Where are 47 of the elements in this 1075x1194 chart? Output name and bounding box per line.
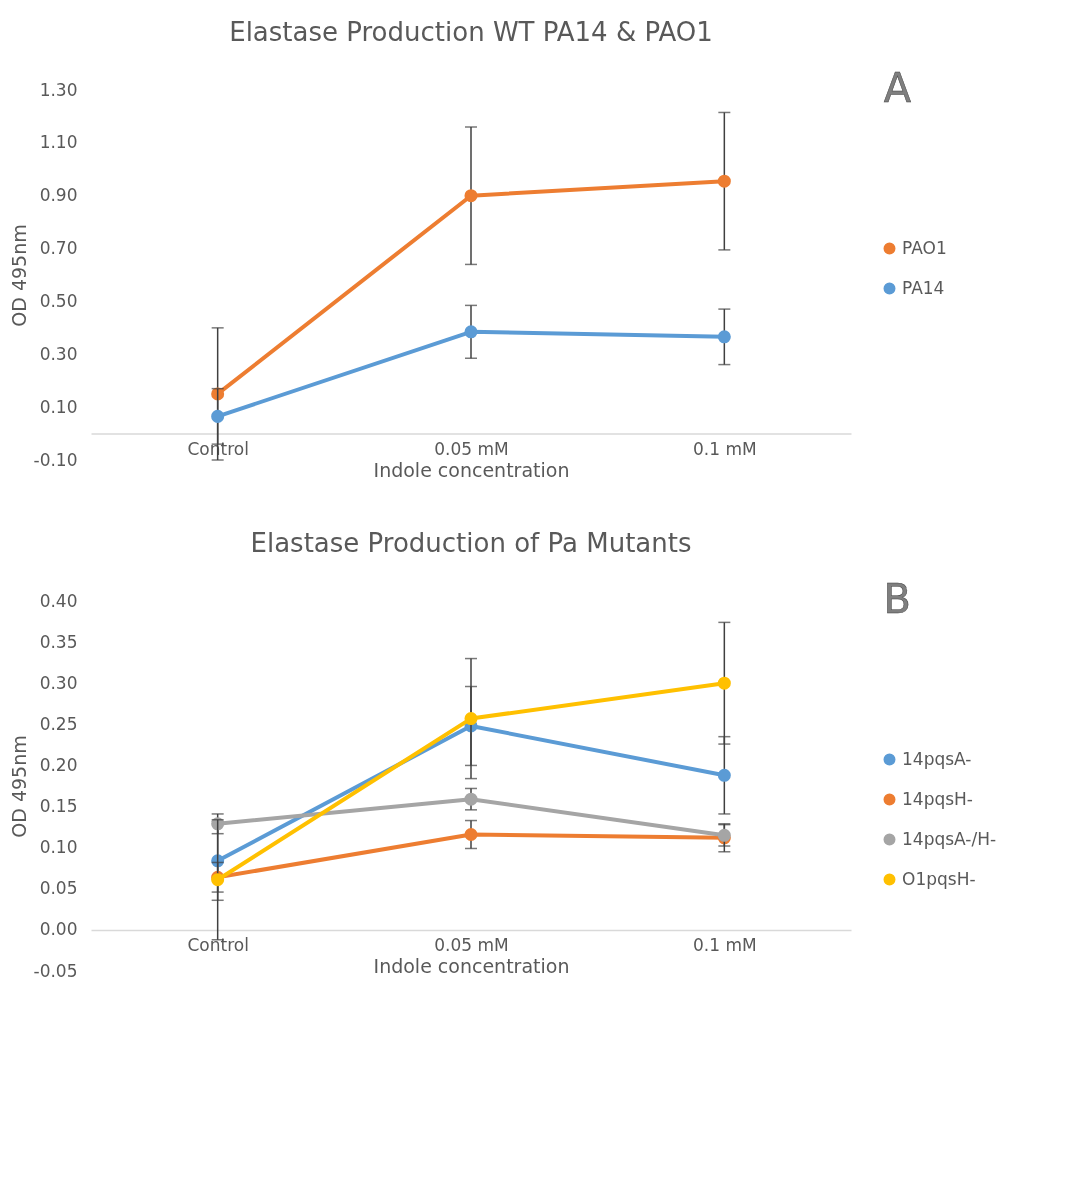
- x-tick-label: 0.1 mM: [693, 439, 757, 460]
- y-tick-label: 0.35: [39, 631, 78, 652]
- y-tick-label: 0.05: [39, 878, 78, 899]
- x-tick-label: 0.05 mM: [434, 935, 509, 956]
- y-tick-label: 0.90: [39, 185, 78, 206]
- point: [464, 189, 478, 203]
- y-tick-label: 0.30: [39, 343, 78, 364]
- point: [464, 325, 478, 339]
- text: A: [883, 65, 912, 111]
- x-tick-label: 0.1 mM: [693, 935, 757, 956]
- y-tick-label: -0.05: [33, 960, 78, 981]
- point: [464, 828, 478, 842]
- point: [717, 330, 731, 344]
- y-tick-label: 0.15: [39, 796, 78, 817]
- y-tick-label: 0.30: [39, 672, 78, 693]
- legend-label: PA14: [902, 277, 945, 298]
- y-tick-label: 1.10: [39, 132, 78, 153]
- y-tick-label: -0.10: [33, 449, 78, 470]
- x-tick-label: 0.05 mM: [434, 439, 509, 460]
- text: B: [883, 576, 911, 622]
- y-tick-label: 0.10: [39, 837, 78, 858]
- x-axis-title: Indole concentration: [373, 955, 570, 978]
- chart-title: Elastase Production of Pa Mutants: [250, 528, 692, 558]
- y-tick-label: 0.00: [39, 919, 78, 940]
- y-tick-label: 0.40: [39, 590, 78, 611]
- point: [211, 409, 225, 423]
- x-tick-label: Control: [187, 935, 249, 956]
- legend-label: 14pqsA-: [902, 748, 972, 769]
- chart-title: Elastase Production WT PA14 & PAO1: [229, 17, 713, 47]
- x-axis-title: Indole concentration: [373, 459, 570, 482]
- legend-label: PAO1: [902, 237, 947, 258]
- y-tick-label: 0.50: [39, 290, 78, 311]
- y-tick-label: 0.10: [39, 396, 78, 417]
- y-tick-label: 1.30: [39, 79, 78, 100]
- legend-label: 14pqsH-: [902, 788, 973, 809]
- y-axis-title: OD 495nm: [7, 224, 30, 327]
- y-axis-title: OD 495nm: [7, 735, 30, 838]
- y-tick-label: 0.25: [39, 713, 78, 734]
- point: [717, 676, 731, 690]
- point: [717, 174, 731, 188]
- legend-label: O1pqsH-: [902, 868, 976, 889]
- y-tick-label: 0.20: [39, 754, 78, 775]
- point: [717, 768, 731, 782]
- point: [464, 792, 478, 806]
- y-tick-label: 0.70: [39, 238, 78, 259]
- legend-label: 14pqsA-/H-: [902, 828, 997, 849]
- point: [464, 712, 478, 726]
